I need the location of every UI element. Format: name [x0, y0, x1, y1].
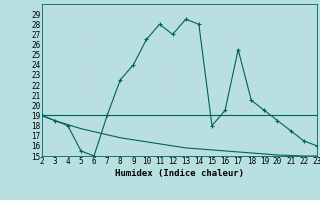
- X-axis label: Humidex (Indice chaleur): Humidex (Indice chaleur): [115, 169, 244, 178]
